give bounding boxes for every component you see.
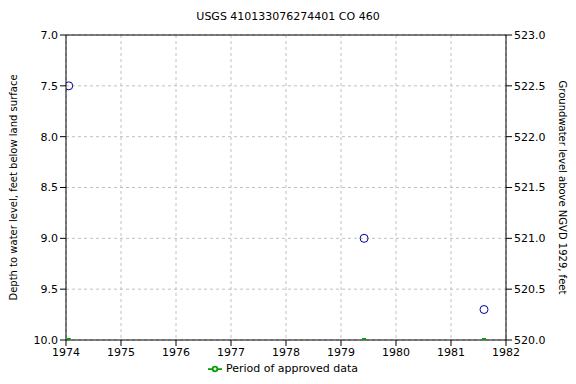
svg-text:1977: 1977 (217, 346, 245, 359)
svg-text:1979: 1979 (327, 346, 355, 359)
html-text:USGS 410133076274401 CO 460: USGS 410133076274401 CO 460 (196, 10, 380, 23)
svg-text:8.5: 8.5 (41, 181, 59, 194)
svg-text:9.5: 9.5 (41, 283, 59, 296)
svg-text:521.5: 521.5 (514, 181, 546, 194)
svg-text:520.5: 520.5 (514, 283, 546, 296)
svg-text:1974: 1974 (52, 346, 80, 359)
svg-text:522.5: 522.5 (514, 80, 546, 93)
svg-text:1976: 1976 (162, 346, 190, 359)
svg-text:Depth to water level, feet bel: Depth to water level, feet below land su… (8, 74, 19, 300)
svg-text:1981: 1981 (437, 346, 465, 359)
svg-text:9.0: 9.0 (41, 232, 59, 245)
svg-text:523.0: 523.0 (514, 29, 546, 42)
html-text:Period of approved data: Period of approved data (225, 362, 359, 375)
svg-text:1978: 1978 (272, 346, 300, 359)
svg-text:520.0: 520.0 (514, 334, 546, 347)
svg-text:1975: 1975 (107, 346, 135, 359)
svg-text:8.0: 8.0 (41, 131, 59, 144)
svg-text:Groundwater level above NGVD 1: Groundwater level above NGVD 1929, feet (557, 81, 568, 295)
svg-text:1980: 1980 (382, 346, 410, 359)
svg-text:521.0: 521.0 (514, 232, 546, 245)
svg-text:1982: 1982 (492, 346, 520, 359)
svg-text:10.0: 10.0 (34, 334, 59, 347)
svg-text:7.5: 7.5 (41, 80, 59, 93)
svg-text:522.0: 522.0 (514, 131, 546, 144)
svg-text:7.0: 7.0 (41, 29, 59, 42)
